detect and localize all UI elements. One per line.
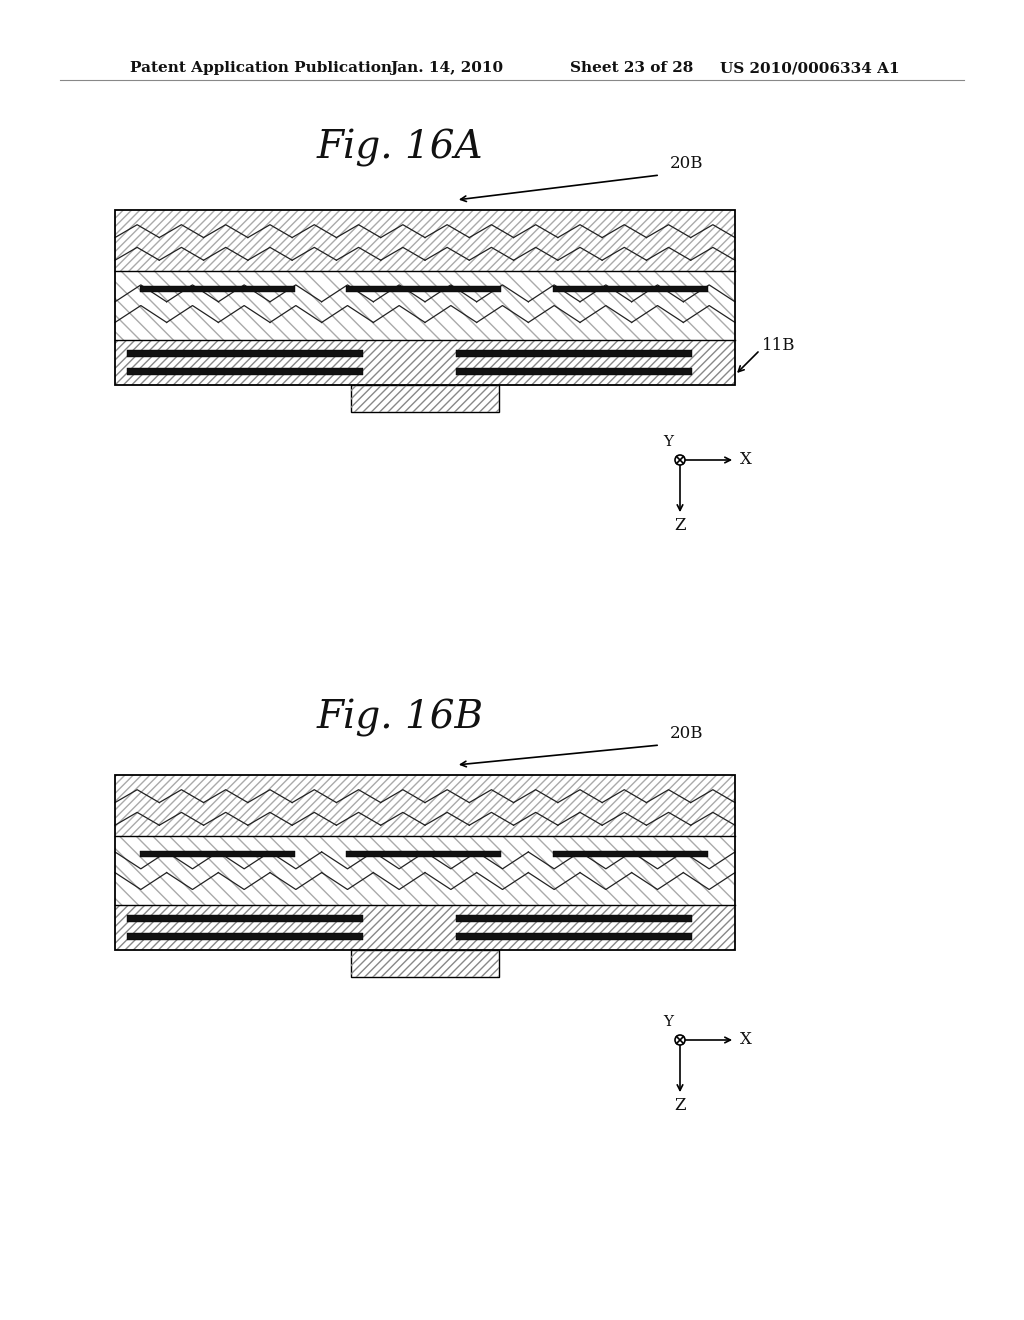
Text: Y: Y [663,1015,673,1030]
Text: 20B: 20B [670,154,703,172]
Bar [115,775,735,837]
Bar [456,915,691,921]
Bar [350,385,500,412]
Bar [140,285,295,292]
Circle shape [675,1035,685,1045]
Bar [115,904,735,950]
Text: Fig. 16B: Fig. 16B [316,700,483,737]
Bar [346,285,502,292]
Bar [115,837,735,904]
Bar [127,350,362,356]
Bar [115,339,735,385]
Bar [553,850,709,857]
Bar [140,850,295,857]
Bar [127,933,362,940]
Text: Z: Z [674,1097,686,1114]
Bar [456,933,691,940]
Bar [350,950,500,977]
Text: Jan. 14, 2010: Jan. 14, 2010 [390,61,503,75]
Circle shape [675,455,685,465]
Bar [346,850,502,857]
Bar [115,210,735,385]
Bar [115,339,735,385]
Text: Fig. 16A: Fig. 16A [316,129,483,168]
Bar [350,385,500,412]
Text: Z: Z [674,516,686,533]
Bar [127,915,362,921]
Text: 20B: 20B [670,725,703,742]
Bar [115,210,735,271]
Text: X: X [740,1031,752,1048]
Text: Patent Application Publication: Patent Application Publication [130,61,392,75]
Bar [115,775,735,950]
Text: Y: Y [663,436,673,449]
Text: 11B: 11B [762,337,796,354]
Bar [350,950,500,977]
Text: US 2010/0006334 A1: US 2010/0006334 A1 [720,61,900,75]
Bar [553,285,709,292]
Bar [456,368,691,375]
Bar [115,210,735,271]
Text: X: X [740,451,752,469]
Bar [127,368,362,375]
Bar [115,271,735,339]
Bar [115,904,735,950]
Bar [456,350,691,356]
Bar [115,775,735,837]
Bar [115,271,735,339]
Bar [115,837,735,904]
Text: Sheet 23 of 28: Sheet 23 of 28 [570,61,693,75]
